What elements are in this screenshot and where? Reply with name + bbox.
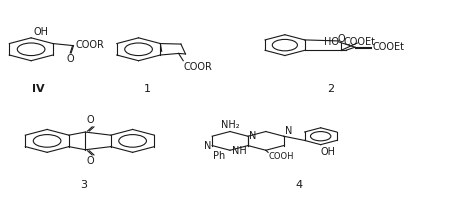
Text: NH: NH [232,146,246,156]
Text: N: N [248,131,256,141]
Text: NH₂: NH₂ [220,120,239,130]
Text: N: N [284,126,291,136]
Text: COOH: COOH [268,152,293,161]
Text: 4: 4 [294,180,302,190]
Text: OH: OH [34,27,48,37]
Text: 3: 3 [80,180,87,190]
Text: COOEt: COOEt [371,42,403,52]
Text: IV: IV [32,84,44,94]
Text: OH: OH [320,147,335,157]
Text: COOR: COOR [183,62,212,72]
Text: O: O [86,115,94,125]
Text: O: O [66,54,74,64]
Text: N: N [203,141,211,151]
Text: Ph: Ph [213,151,225,161]
Text: COOR: COOR [76,40,104,50]
Text: 2: 2 [326,84,333,94]
Text: COOEt: COOEt [343,37,375,47]
Text: O: O [337,34,344,45]
Text: HO: HO [323,37,338,47]
Text: O: O [86,156,94,166]
Text: 1: 1 [144,84,151,94]
